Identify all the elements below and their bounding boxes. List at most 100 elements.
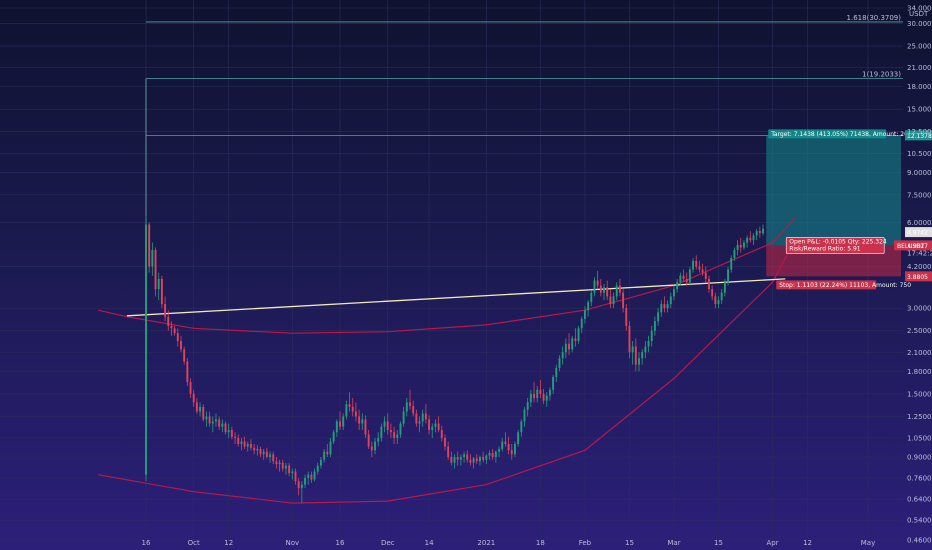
candle: [612, 292, 615, 309]
candle: [542, 389, 545, 405]
candle: [428, 415, 431, 435]
profit-zone[interactable]: [766, 135, 901, 246]
candle: [475, 454, 478, 465]
cup-bottom-curve: [98, 239, 796, 504]
candle: [491, 449, 494, 460]
candle: [755, 228, 758, 241]
candle: [294, 468, 297, 485]
candle: [679, 272, 682, 286]
candle: [275, 457, 278, 469]
candle: [412, 400, 415, 417]
candle: [358, 409, 361, 430]
candle: [313, 468, 316, 482]
candle: [711, 285, 714, 301]
time-axis[interactable]: 16 Oct 12 Nov 16 Dec 14 2021 18 Feb 15 Mar 15 Apr 12 Ma…: [142, 539, 876, 547]
candle: [345, 400, 348, 420]
candle: [173, 325, 176, 336]
candle: [291, 468, 294, 480]
time-tick-label: Nov: [285, 539, 299, 547]
candle: [517, 429, 520, 447]
candle: [421, 409, 424, 427]
candle: [739, 237, 742, 253]
neckline-trendline: [126, 278, 786, 317]
candle: [262, 449, 265, 460]
candle: [192, 389, 195, 407]
candle: [307, 471, 310, 485]
candle: [211, 416, 214, 433]
price-tick-label: 2.5000: [907, 327, 932, 335]
candle: [736, 240, 739, 256]
candle: [698, 260, 701, 273]
candle: [405, 398, 408, 417]
candle: [253, 443, 256, 455]
time-tick-label: 2021: [477, 539, 495, 547]
candle: [647, 335, 650, 353]
price-tick-label: 9.0000: [907, 169, 932, 177]
pattern-curves: [98, 217, 796, 504]
candle: [234, 432, 237, 444]
candle: [154, 247, 157, 297]
candle: [666, 300, 669, 313]
time-tick-label: Feb: [579, 539, 592, 547]
candle: [513, 441, 516, 458]
time-tick-label: 12: [803, 539, 812, 547]
candle: [221, 419, 224, 433]
candle: [364, 415, 367, 438]
candle: [332, 429, 335, 444]
candle: [720, 289, 723, 305]
price-tick-label: 10.5000: [907, 150, 932, 158]
candle: [622, 289, 625, 313]
candle: [440, 425, 443, 442]
candle: [660, 300, 663, 317]
position-tool[interactable]: [146, 134, 903, 277]
price-tick-label: 6.0000: [907, 219, 932, 227]
candle: [577, 325, 580, 344]
time-tick-label: 15: [625, 539, 634, 547]
candle: [183, 346, 186, 365]
candle: [701, 263, 704, 276]
candle: [148, 222, 151, 273]
candle: [189, 378, 192, 399]
open-pnl-label: [785, 237, 885, 254]
price-tick-label: 25.0000: [907, 43, 932, 51]
candle: [730, 255, 733, 273]
candle: [160, 275, 163, 309]
candle: [568, 333, 570, 356]
candle: [596, 271, 599, 290]
candle: [243, 436, 246, 450]
entry-price-tag: 4.9827: [905, 240, 932, 251]
svg-text:3.8805: 3.8805: [907, 274, 928, 281]
candle: [485, 454, 488, 465]
svg-text:BELUSDT: BELUSDT: [897, 243, 925, 250]
candle: [676, 278, 679, 293]
candle: [469, 454, 472, 466]
candle: [580, 316, 583, 334]
candle: [752, 233, 755, 246]
candle: [278, 459, 281, 472]
candle: [561, 346, 564, 365]
price-axis[interactable]: 34.0000 30.0000 25.0000 21.0000 18.0000 15.00…: [907, 5, 932, 545]
candle: [488, 450, 491, 460]
price-tick-label: 1.8000: [907, 368, 932, 376]
time-tick-label: 16: [142, 539, 151, 547]
candle: [628, 321, 631, 359]
candle: [650, 325, 653, 347]
candle: [644, 341, 647, 359]
time-tick-label: 16: [336, 539, 345, 547]
candle: [606, 280, 609, 301]
candle: [377, 432, 380, 447]
candle: [590, 290, 593, 307]
candle: [319, 457, 322, 469]
candle: [688, 266, 691, 286]
candle: [669, 292, 672, 309]
candle: [164, 296, 167, 322]
candle: [342, 413, 345, 430]
candle: [444, 434, 446, 451]
candle: [723, 278, 726, 297]
candle: [351, 398, 354, 417]
candle: [281, 459, 284, 472]
price-tick-label: 0.9000: [907, 454, 932, 462]
candle: [323, 449, 326, 463]
time-tick-label: May: [861, 539, 875, 547]
